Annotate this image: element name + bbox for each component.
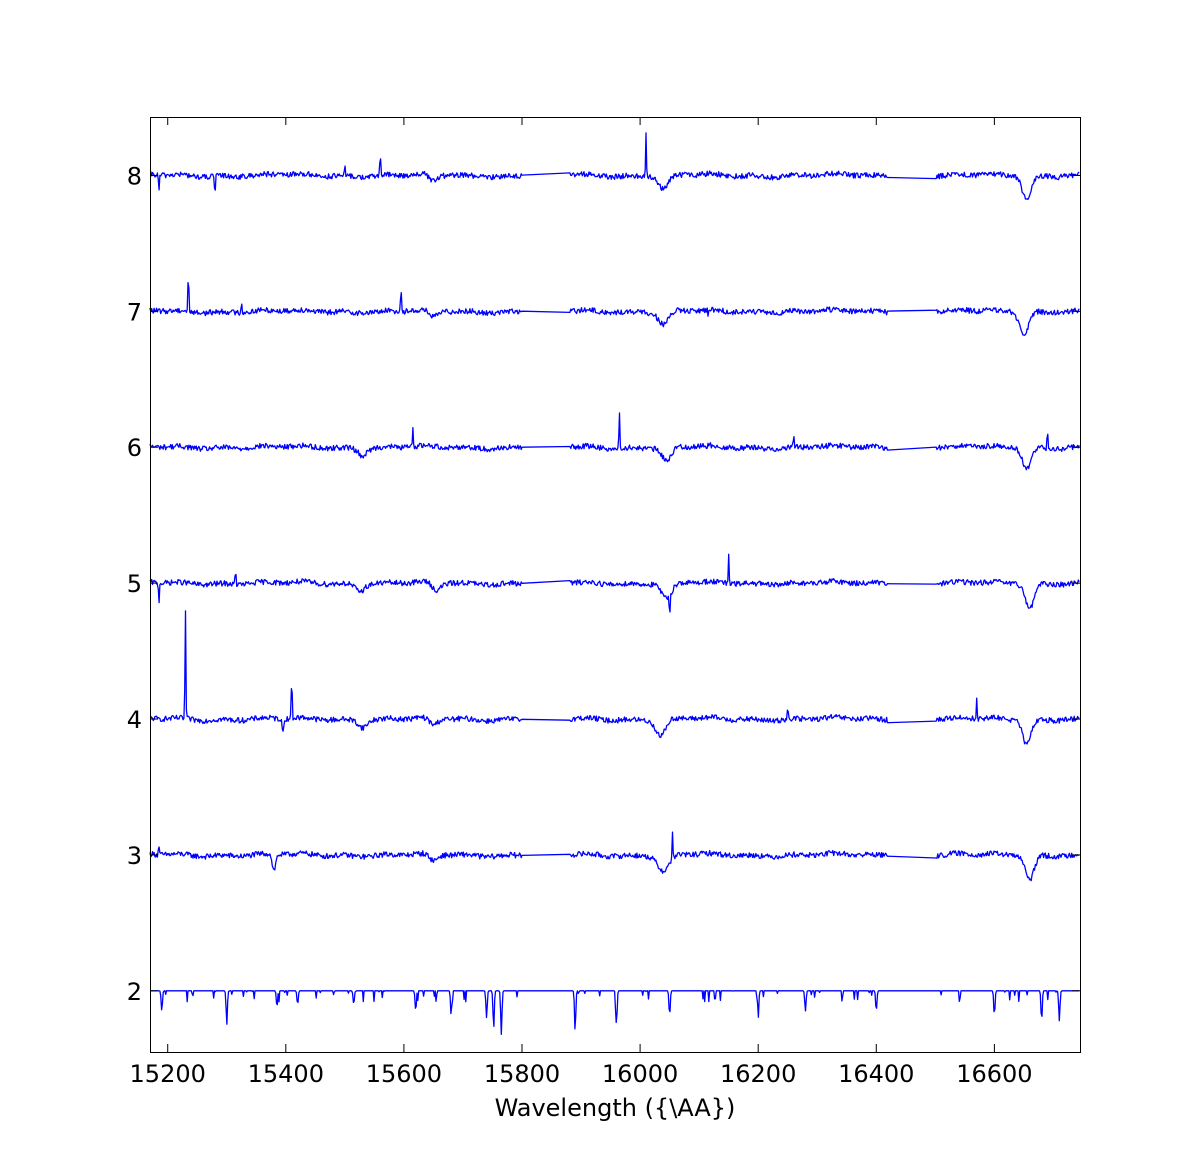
- x-tick-label: 15600: [366, 1060, 442, 1088]
- x-tick-label: 16400: [838, 1060, 914, 1088]
- spectrum-line-3: [149, 831, 1080, 882]
- y-tick-label: 5: [127, 570, 142, 598]
- tick-layer: 15200 15400 15600 15800 16000 16200 16400 16600…: [127, 117, 1080, 1088]
- spectrum-line-6: [149, 412, 1080, 471]
- y-tick-label: 2: [127, 978, 142, 1006]
- x-tick-label: 15200: [130, 1060, 206, 1088]
- y-tick-label: 3: [127, 842, 142, 870]
- x-axis-label: Wavelength ({\AA}): [495, 1094, 736, 1122]
- y-tick-label: 7: [127, 298, 142, 326]
- series-layer: [149, 132, 1080, 1035]
- spectrum-line-7: [149, 281, 1080, 336]
- y-tick-label: 4: [127, 706, 142, 734]
- y-tick-label: 6: [127, 434, 142, 462]
- x-tick-label: 15400: [248, 1060, 324, 1088]
- spectrum-line-5: [149, 553, 1080, 613]
- x-tick-label: 16600: [956, 1060, 1032, 1088]
- x-tick-label: 16000: [602, 1060, 678, 1088]
- spectrum-line-2: [150, 990, 1080, 1035]
- y-tick-label: 8: [127, 162, 142, 190]
- spectrum-line-4: [149, 610, 1080, 745]
- x-tick-label: 16200: [720, 1060, 796, 1088]
- plot-frame: [150, 117, 1081, 1053]
- spectrum-line-8: [149, 132, 1080, 201]
- x-tick-label: 15800: [484, 1060, 560, 1088]
